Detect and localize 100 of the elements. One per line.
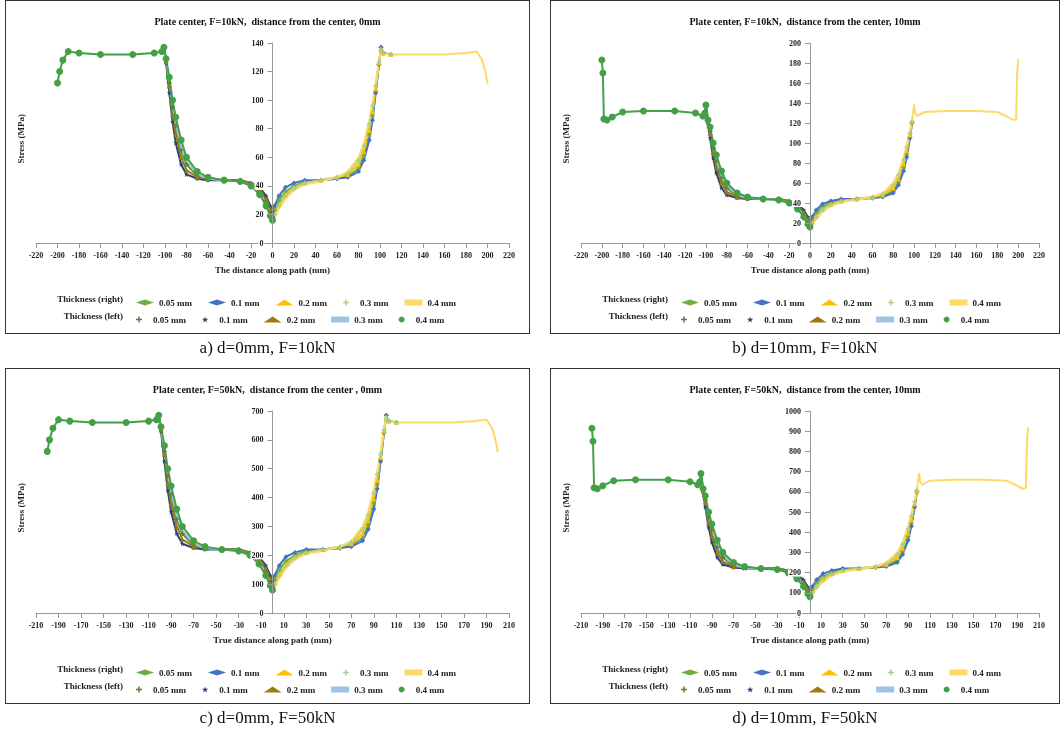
y-axis-title: Stress (MPa) — [15, 113, 26, 164]
x-tick-label: 210 — [503, 620, 515, 630]
y-tick-label: 1000 — [785, 406, 801, 416]
text: d) d=10mm, F=50kN — [731, 708, 879, 728]
legend-label: 0.05 mm — [159, 297, 193, 308]
y-tick-label: 60 — [255, 152, 264, 162]
legend-label: 0.1 mm — [775, 297, 805, 308]
x-tick-label: 160 — [438, 250, 451, 260]
x-tick-label: 130 — [412, 620, 425, 630]
x-tick-label: 0 — [808, 250, 812, 260]
y-tick-label: 40 — [793, 198, 801, 208]
x-tick-label: 80 — [354, 250, 363, 260]
y-tick-label: 800 — [789, 446, 801, 456]
y-tick-label: 180 — [789, 58, 801, 68]
x-tick-label: -120 — [677, 250, 693, 260]
x-tick-label: -30 — [771, 620, 783, 630]
legend-label: 0.05 mm — [698, 314, 732, 325]
y-tick-label: 0 — [259, 238, 264, 248]
legend-label: 0.4 mm — [972, 297, 1002, 308]
x-tick-label: -100 — [157, 250, 173, 260]
legend-label: 0.05 mm — [153, 684, 187, 695]
x-tick-label: 200 — [1012, 250, 1025, 260]
x-tick-label: 50 — [324, 620, 333, 630]
x-tick-label: -220 — [28, 250, 44, 260]
x-tick-label: 220 — [1033, 250, 1045, 260]
x-tick-label: 130 — [945, 620, 958, 630]
x-tick-label: -170 — [73, 620, 89, 630]
x-tick-label: 140 — [949, 250, 962, 260]
y-tick-label: 300 — [251, 521, 264, 531]
y-tick-label: 40 — [255, 181, 264, 191]
x-tick-label: 190 — [1011, 620, 1024, 630]
y-axis-title: Stress (MPa) — [560, 113, 571, 164]
x-tick-label: -30 — [233, 620, 245, 630]
legend-label: 0.05 mm — [698, 684, 732, 695]
x-tick-label: 120 — [928, 250, 941, 260]
x-tick-label: 70 — [347, 620, 356, 630]
y-tick-label: 400 — [251, 493, 264, 503]
legend-label: 0.05 mm — [704, 667, 738, 678]
x-tick-label: -90 — [165, 620, 177, 630]
legend-label: 0.2 mm — [298, 297, 328, 308]
legend-label: 0.1 mm — [764, 684, 794, 695]
x-tick-label: 70 — [882, 620, 891, 630]
y-tick-label: 60 — [793, 178, 801, 188]
y-tick-label: 200 — [251, 550, 264, 560]
x-tick-label: -160 — [636, 250, 651, 260]
x-tick-label: -80 — [721, 250, 733, 260]
x-tick-label: 40 — [847, 250, 856, 260]
x-tick-label: -150 — [639, 620, 654, 630]
legend-label: 0.1 mm — [775, 667, 805, 678]
x-tick-label: 210 — [1033, 620, 1045, 630]
x-tick-label: -80 — [181, 250, 192, 260]
legend-label: 0.4 mm — [960, 314, 990, 325]
x-tick-label: -90 — [706, 620, 718, 630]
y-tick-label: 100 — [789, 588, 801, 598]
x-tick-label: 10 — [279, 620, 288, 630]
x-tick-label: -10 — [255, 620, 267, 630]
y-tick-label: 900 — [789, 426, 801, 436]
x-tick-label: -130 — [118, 620, 134, 630]
legend-label: 0.2 mm — [298, 667, 328, 678]
x-tick-label: 20 — [826, 250, 835, 260]
legend-label: 0.3 mm — [904, 667, 934, 678]
y-tick-label: 0 — [797, 238, 801, 248]
x-tick-label: -50 — [210, 620, 222, 630]
y-tick-label: 120 — [251, 67, 264, 77]
text: Thickness (right) — [602, 293, 669, 304]
x-tick-label: 30 — [838, 620, 847, 630]
y-tick-label: 300 — [789, 547, 801, 557]
x-tick-label: -190 — [51, 620, 66, 630]
x-tick-label: -60 — [742, 250, 753, 260]
y-tick-label: 80 — [793, 158, 801, 168]
text: Thickness (right) — [57, 293, 124, 304]
legend-label: 0.3 mm — [899, 684, 929, 695]
legend-label: 0.2 mm — [843, 667, 873, 678]
x-tick-label: -140 — [656, 250, 672, 260]
x-tick-label: -150 — [96, 620, 111, 630]
x-tick-label: -20 — [783, 250, 795, 260]
x-tick-label: 110 — [924, 620, 936, 630]
y-tick-label: 200 — [789, 38, 801, 48]
x-tick-label: 80 — [889, 250, 898, 260]
x-tick-label: 120 — [395, 250, 408, 260]
x-tick-label: -110 — [141, 620, 156, 630]
y-axis-title: Stress (MPa) — [15, 482, 26, 533]
x-tick-label: -210 — [28, 620, 44, 630]
text: Thickness (left) — [608, 680, 668, 691]
text: Thickness (right) — [57, 663, 124, 674]
x-tick-label: 220 — [503, 250, 515, 260]
y-tick-label: 140 — [789, 98, 801, 108]
x-tick-label: 40 — [311, 250, 320, 260]
y-tick-label: 600 — [789, 487, 801, 497]
legend-label: 0.2 mm — [831, 314, 861, 325]
legend-label: 0.05 mm — [704, 297, 738, 308]
x-tick-label: -180 — [71, 250, 87, 260]
y-tick-label: 80 — [255, 124, 264, 134]
x-tick-label: -20 — [245, 250, 257, 260]
x-tick-label: -110 — [682, 620, 698, 630]
x-tick-label: -70 — [728, 620, 739, 630]
y-axis-title: Stress (MPa) — [560, 482, 571, 533]
x-tick-label: 200 — [481, 250, 494, 260]
x-tick-label: -140 — [114, 250, 130, 260]
text: a) d=0mm, F=10kN — [198, 338, 337, 358]
